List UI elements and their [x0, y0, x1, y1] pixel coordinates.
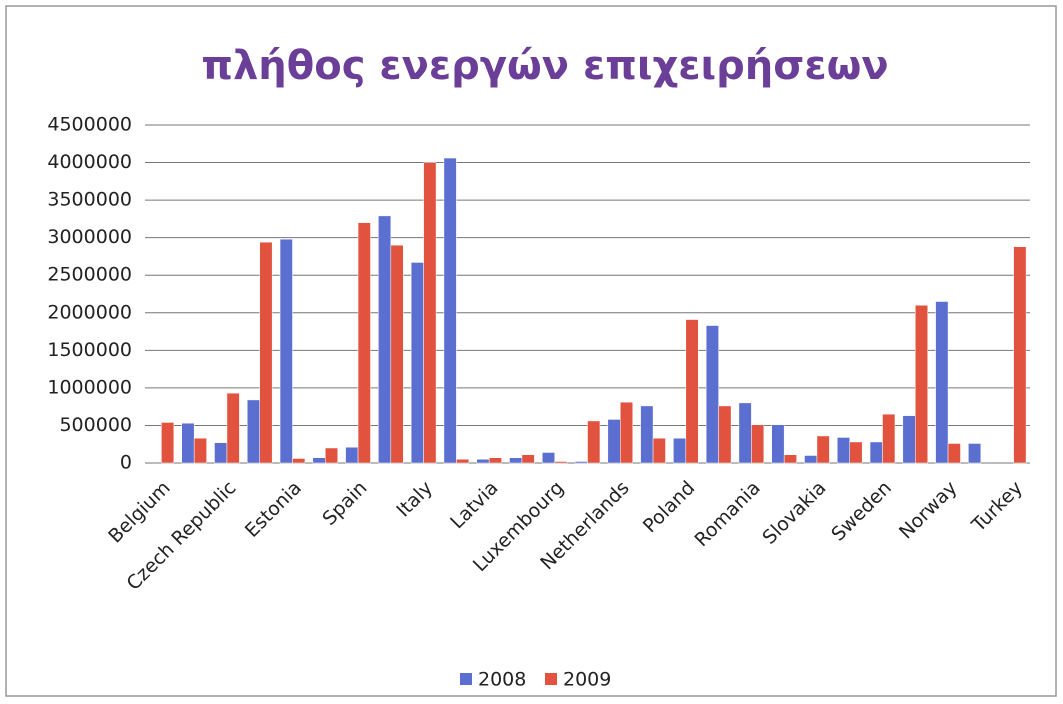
y-tick-label: 4500000 [47, 114, 132, 136]
bar [915, 305, 928, 464]
bar [869, 441, 883, 464]
legend-swatch [460, 673, 472, 685]
chart-title: πλήθος ενεργών επιχειρήσεων [201, 43, 888, 89]
y-tick-label: 0 [120, 452, 132, 474]
bar [476, 458, 490, 464]
y-tick-label: 3000000 [47, 226, 132, 248]
y-tick-label: 500000 [59, 414, 132, 436]
bar [423, 162, 437, 464]
bar [947, 443, 961, 464]
bar [837, 437, 850, 464]
legend-swatch [545, 673, 557, 685]
bar [685, 319, 699, 464]
y-tick-label: 2500000 [47, 264, 132, 286]
bar [193, 437, 207, 464]
bar [390, 244, 404, 464]
bar [574, 461, 588, 464]
bar [161, 422, 175, 464]
bar [456, 458, 470, 464]
bar [705, 325, 719, 464]
bar [410, 262, 424, 464]
bar [214, 442, 228, 464]
bar [488, 457, 502, 464]
bar [849, 441, 863, 464]
bar [652, 437, 666, 464]
bar [902, 415, 916, 464]
y-tick-label: 2000000 [47, 301, 132, 323]
bar [738, 402, 752, 464]
bar [587, 420, 601, 464]
bar [673, 437, 687, 464]
bar [783, 454, 797, 464]
bar [554, 461, 568, 464]
bar [292, 458, 306, 464]
bar [804, 455, 818, 464]
legend-label: 2009 [563, 669, 611, 691]
y-tick-label: 3500000 [47, 189, 132, 211]
y-tick-label: 1000000 [47, 376, 132, 398]
bar [357, 222, 371, 464]
chart-frame [5, 5, 1057, 697]
bar [816, 435, 830, 464]
legend-label: 2008 [478, 669, 526, 691]
bar [607, 419, 621, 464]
bar [718, 405, 732, 464]
bar [509, 457, 523, 464]
bar [345, 446, 359, 464]
bar [935, 301, 949, 464]
bar [259, 241, 273, 464]
bar [640, 405, 654, 464]
bar [542, 452, 555, 464]
bar [312, 457, 326, 464]
bar [751, 424, 765, 464]
bar [226, 392, 240, 464]
bar [882, 413, 896, 464]
bar [279, 238, 293, 464]
bar [620, 401, 633, 464]
bar [378, 215, 392, 464]
bar [521, 454, 535, 464]
bar [771, 424, 785, 464]
bar [325, 447, 338, 464]
bar [1013, 246, 1027, 464]
bar [247, 399, 260, 464]
y-tick-label: 1500000 [47, 339, 132, 361]
bar [968, 443, 982, 464]
bar [181, 422, 195, 464]
bar [443, 157, 457, 464]
y-tick-label: 4000000 [47, 151, 132, 173]
